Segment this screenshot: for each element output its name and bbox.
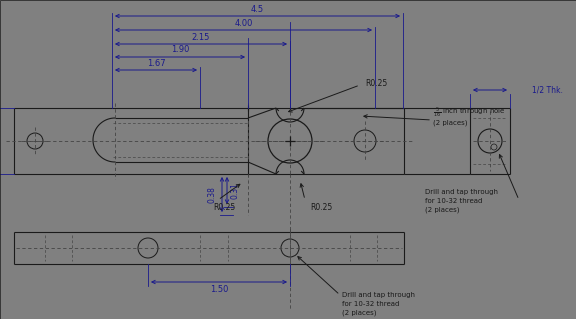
Text: 1.67: 1.67	[147, 58, 165, 68]
Text: $\frac{5}{16}$ inch through hole: $\frac{5}{16}$ inch through hole	[433, 106, 506, 120]
Text: 0.38: 0.38	[207, 186, 217, 203]
Text: 1.90: 1.90	[171, 46, 189, 55]
Text: Drill and tap through: Drill and tap through	[425, 189, 498, 195]
Text: 2.15: 2.15	[192, 33, 210, 41]
Text: for 10-32 thread: for 10-32 thread	[425, 198, 482, 204]
Text: 1.50: 1.50	[210, 286, 228, 294]
Text: (2 places): (2 places)	[342, 310, 377, 316]
Text: 0.31: 0.31	[230, 182, 240, 199]
Text: R0.25: R0.25	[310, 204, 332, 212]
Text: (2 places): (2 places)	[433, 120, 468, 126]
Text: R0.25: R0.25	[213, 204, 235, 212]
Text: (2 places): (2 places)	[425, 207, 460, 213]
Text: R0.25: R0.25	[365, 78, 387, 87]
Text: 1/2 Thk.: 1/2 Thk.	[532, 85, 563, 94]
Text: Drill and tap through: Drill and tap through	[342, 292, 415, 298]
Text: 4.5: 4.5	[251, 4, 264, 13]
Text: for 10-32 thread: for 10-32 thread	[342, 301, 399, 307]
Text: 4.00: 4.00	[234, 19, 253, 27]
